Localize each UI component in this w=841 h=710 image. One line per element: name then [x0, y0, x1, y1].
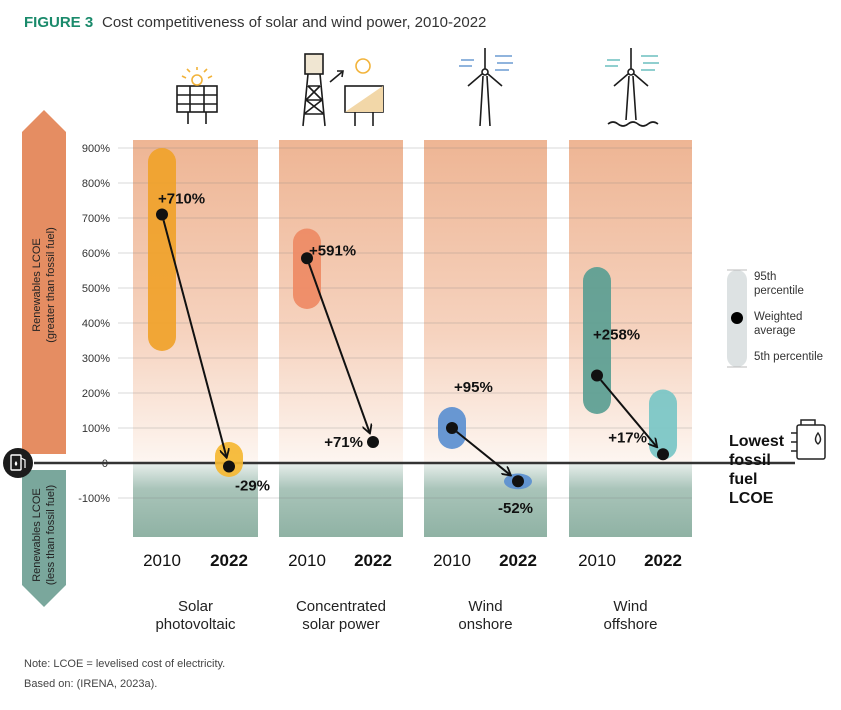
side-arrow-down — [22, 470, 66, 607]
data-label-2022: -29% — [235, 478, 270, 495]
legend: 95th percentile Weighted average 5th per… — [727, 269, 823, 368]
y-tick-label: 400% — [82, 318, 110, 330]
figure-title: Cost competitiveness of solar and wind p… — [102, 14, 486, 31]
year-label-2022: 2022 — [644, 551, 682, 570]
data-label-2022: -52% — [498, 500, 533, 517]
year-label-2010: 2010 — [288, 551, 326, 570]
panels — [133, 140, 692, 537]
year-label-2010: 2010 — [578, 551, 616, 570]
weighted-average-2010 — [446, 422, 458, 434]
note-line-1: Note: LCOE = levelised cost of electrici… — [24, 658, 225, 670]
data-label-2010: +95% — [454, 379, 493, 396]
weighted-average-2010 — [156, 208, 168, 221]
fossil-reference-label: Lowest fossil fuel LCOE — [729, 419, 826, 507]
change-arrow — [600, 379, 657, 446]
fossil-label-2: fossil — [729, 452, 771, 469]
category-label: photovoltaic — [155, 616, 236, 633]
year-label-2010: 2010 — [433, 551, 471, 570]
panel-top-2 — [424, 140, 547, 463]
y-tick-label: 500% — [82, 283, 110, 295]
weighted-average-2022 — [512, 475, 524, 488]
panel-bottom-0 — [133, 463, 258, 537]
y-tick-label: 900% — [82, 143, 110, 155]
legend-p95-1: 95th — [754, 271, 776, 283]
change-arrow — [308, 263, 370, 433]
data-label-2022: +17% — [608, 429, 647, 446]
fossil-label-3: fuel — [729, 471, 757, 488]
data-label-2010: +710% — [158, 191, 205, 208]
year-label-2022: 2022 — [499, 551, 537, 570]
category-label: Concentrated — [296, 598, 386, 615]
panel-bottom-3 — [569, 463, 692, 537]
side-label-bottom-1: Renewables LCOE — [31, 488, 43, 582]
y-tick-label: 100% — [82, 423, 110, 435]
year-label-2022: 2022 — [354, 551, 392, 570]
y-tick-label: 800% — [82, 178, 110, 190]
y-tick-label: 700% — [82, 213, 110, 225]
y-tick-label: 600% — [82, 248, 110, 260]
weighted-average-2010 — [301, 252, 313, 265]
weighted-average-2022 — [367, 436, 379, 448]
fossil-label-1: Lowest — [729, 433, 785, 450]
year-label-2022: 2022 — [210, 551, 248, 570]
category-label: onshore — [458, 616, 512, 633]
weighted-average-2022 — [657, 448, 669, 461]
category-label: Wind — [468, 598, 502, 615]
y-tick-label: -100% — [78, 493, 110, 505]
category-label: solar power — [302, 616, 380, 633]
figure-label: FIGURE 3 — [24, 14, 93, 31]
y-tick-label: 300% — [82, 353, 110, 365]
fossil-label-4: LCOE — [729, 490, 774, 507]
range-bar-2010 — [583, 267, 611, 414]
side-label-top-1: Renewables LCOE — [31, 238, 43, 332]
y-tick-label: 200% — [82, 388, 110, 400]
legend-p95-2: percentile — [754, 285, 804, 297]
range-bar-2010 — [293, 228, 321, 309]
legend-avg-2: average — [754, 325, 796, 337]
legend-p5: 5th percentile — [754, 351, 823, 363]
fossil-fuel-icon — [3, 448, 33, 478]
data-label-2010: +591% — [309, 242, 356, 259]
year-label-2010: 2010 — [143, 551, 181, 570]
change-arrow — [162, 220, 227, 457]
range-bar-2010 — [148, 148, 176, 351]
weighted-average-2022 — [223, 460, 235, 473]
fuel-can-icon — [791, 419, 826, 460]
side-arrow: Renewables LCOE (greater than fossil fue… — [22, 110, 66, 607]
solar-panel-icon — [176, 67, 218, 124]
category-label: Wind — [613, 598, 647, 615]
weighted-average-2010 — [591, 369, 603, 382]
y-axis-ticks: 900%800%700%600%500%400%300%200%100%0-10… — [78, 143, 110, 505]
csp-tower-icon — [302, 53, 384, 127]
wind-offshore-icon — [605, 48, 659, 127]
data-label-2022: +71% — [324, 434, 363, 451]
side-label-bottom-2: (less than fossil fuel) — [45, 485, 57, 585]
category-label: Solar — [178, 598, 213, 615]
note-line-2: Based on: (IRENA, 2023a). — [24, 678, 157, 690]
panel-bottom-1 — [279, 463, 403, 537]
side-arrow-up — [22, 110, 66, 454]
change-arrow — [456, 430, 511, 475]
category-label: offshore — [604, 616, 658, 633]
legend-dot — [731, 312, 743, 324]
side-label-top-2: (greater than fossil fuel) — [45, 227, 57, 343]
data-label-2010: +258% — [593, 327, 640, 344]
legend-avg-1: Weighted — [754, 311, 802, 323]
wind-onshore-icon — [459, 48, 513, 127]
